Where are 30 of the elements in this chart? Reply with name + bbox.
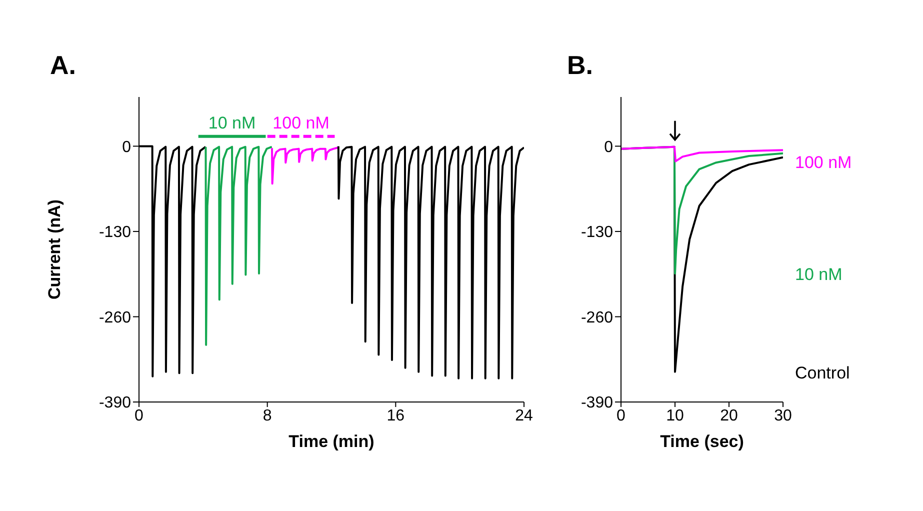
x-tick-label: 0 xyxy=(616,407,626,424)
series-label: 100 nM xyxy=(272,113,330,132)
x-tick-label: 20 xyxy=(720,407,738,424)
x-axis-title: Time (sec) xyxy=(659,432,745,452)
y-tick-label: -390 xyxy=(98,394,132,412)
x-tick-label: 0 xyxy=(134,407,144,424)
y-tick-label: -390 xyxy=(580,394,614,412)
text: Control xyxy=(795,363,850,382)
y-axis-title: Current (nA) xyxy=(45,199,64,300)
y-tick-label: -130 xyxy=(98,224,132,242)
series-label: 100 nM xyxy=(795,152,852,172)
x-tick-label: 24 xyxy=(515,407,533,424)
x-tick-label: 30 xyxy=(774,407,792,424)
x-tick-label: 8 xyxy=(262,407,272,424)
y-tick-label: -260 xyxy=(580,309,614,326)
series-label: 10 nM xyxy=(208,113,256,132)
y-tick-label: 0 xyxy=(604,138,614,156)
x-axis-title: Time (min) xyxy=(288,432,376,452)
y-tick-label: -260 xyxy=(98,309,132,326)
y-tick-label: 0 xyxy=(122,138,132,156)
line-series xyxy=(270,146,340,185)
line-series xyxy=(204,146,273,346)
y-tick-label: -130 xyxy=(580,224,614,242)
chart-title: B. xyxy=(567,50,593,81)
line-series xyxy=(337,145,524,380)
x-tick-label: 10 xyxy=(666,407,684,424)
x-tick-label: 16 xyxy=(386,407,405,424)
line-series xyxy=(621,146,783,162)
text: 10 nM xyxy=(795,264,842,284)
chart-title: A. xyxy=(50,50,76,81)
